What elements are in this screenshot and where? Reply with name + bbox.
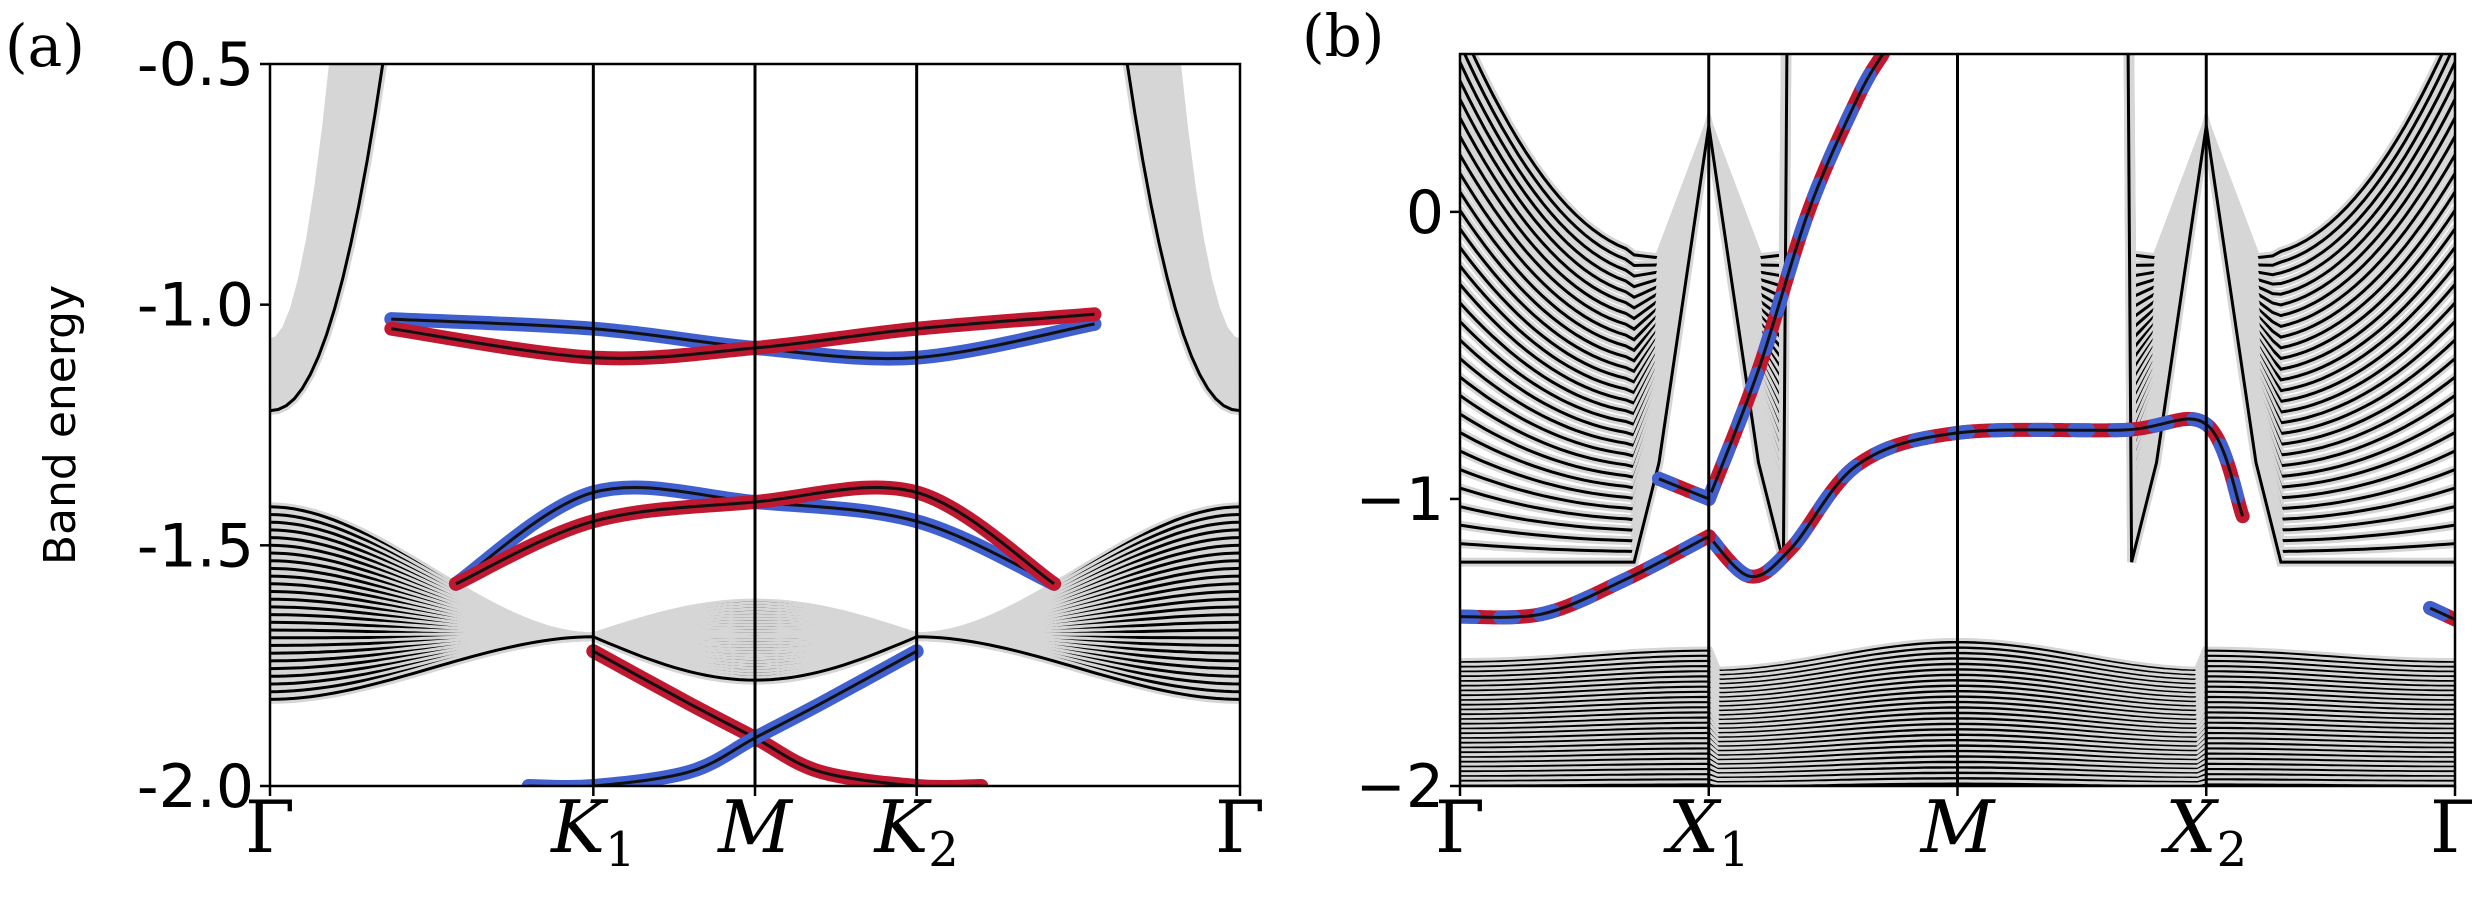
b-bulk-band-upper-13 [1460,54,2455,399]
b-bulk-band-upper-27 [1460,54,2455,543]
panel-b-x-ticks: Γ X1 M X2 Γ [1435,785,2472,878]
panel-a: (a) Band energy -0.5 -1.0 -1.5 -2.0 Γ K1 M K2 Γ [5,12,1265,878]
b-kpoint-label-2: M [1919,785,1997,869]
b-bulk-band-upper-16 [1460,54,2455,427]
b-bulk-band-upper-19 [1460,54,2455,458]
a-kpoint-label-3: K2 [872,785,958,878]
b-kpoint-label-0: Γ [1435,785,1485,869]
panel-a-y-ticks: -0.5 -1.0 -1.5 -2.0 [137,30,270,822]
b-bulk-band-upper-22 [1460,54,2455,490]
b-ytick-label-2: −2 [1356,752,1444,822]
b-kpoint-sub-1: 1 [1719,822,1750,878]
a-ytick-label-3: -2.0 [137,752,254,822]
b-bulk-band-upper-29 [1460,54,2455,564]
a-kpoint-sub-1: 1 [605,822,636,878]
panel-b-kpoint-lines [1707,54,2208,786]
b-bulk-band-upper-8 [1460,54,2455,344]
b-bulk-band-upper-26 [1460,54,2455,532]
b-kpoint-label-4: Γ [2430,785,2472,869]
panel-a-x-ticks: Γ K1 M K2 Γ [245,785,1265,878]
b-bulk-band-upper-1 [1463,54,2452,268]
b-bulk-band-upper-12 [1460,54,2455,388]
b-bulk-band-upper-17 [1460,54,2455,437]
b-bulk-band-upper-9 [1460,54,2455,355]
b-bulk-band-upper-15 [1460,54,2455,416]
b-ytick-label-0: 0 [1406,178,1444,248]
a-kpoint-sub-3: 2 [928,822,959,878]
b-bulk-band-upper-6 [1460,54,2455,322]
panel-b: (b) 0 −1 −2 Γ X1 M X2 Γ [1302,2,2472,878]
b-bulk-band-upper-23 [1460,54,2455,501]
b-bulk-band-upper-14 [1460,54,2455,406]
b-bulk-band-upper-2 [1460,54,2455,278]
a-ytick-label-2: -1.5 [137,511,254,581]
a-kpoint-label-1: K1 [549,785,635,878]
panel-b-edge-states [1460,54,2455,627]
a-ytick-label-1: -1.0 [137,271,254,341]
b-bulk-band-upper-5 [1460,54,2455,311]
a-edge-low-red-core [592,649,982,786]
b-bulk-band-upper-28 [1460,54,2455,554]
panel-b-label: (b) [1302,2,1384,70]
b-bulk-band-upper-20 [1460,54,2455,469]
panel-a-edge-states [384,307,1102,786]
b-ytick-label-1: −1 [1356,465,1444,535]
b-bulk-band-upper-10 [1460,54,2455,366]
panel-b-y-ticks: 0 −1 −2 [1356,178,1460,822]
b-bulk-band-upper-25 [1460,54,2455,522]
b-kpoint-sub-3: 2 [2217,822,2248,878]
b-bulk-band-upper-0 [1471,54,2444,260]
panel-a-ylabel: Band energy [35,285,86,565]
a-kpoint-label-2: M [716,785,794,869]
a-kpoint-label-4: Γ [1215,785,1265,869]
b-bulk-band-upper-21 [1460,54,2455,480]
b-bulk-band-upper-7 [1460,54,2455,333]
b-edge-gamma-left-core [1460,534,1710,619]
b-bulk-band-upper-3 [1460,54,2455,289]
b-kpoint-label-1: X1 [1663,785,1750,878]
b-edge-steep-dirac-core [1707,54,1885,500]
b-bulk-band-upper-18 [1460,54,2455,448]
a-kpoint-label-0: Γ [245,785,295,869]
a-edge-low-blue-core [528,649,918,786]
b-bulk-band-upper-24 [1460,54,2455,511]
a-ytick-label-0: -0.5 [137,30,254,100]
b-edge-gamma-right-core [2429,606,2455,621]
b-kpoint-label-3: X2 [2160,785,2247,878]
b-edge-flat-band-core [1707,417,2245,579]
b-bulk-band-upper-11 [1460,54,2455,377]
b-bulk-band-upper-4 [1460,54,2455,300]
panel-a-kpoint-lines [591,64,919,786]
b-edge-x1-cross-core [1658,477,1710,501]
panel-a-label: (a) [5,12,85,80]
